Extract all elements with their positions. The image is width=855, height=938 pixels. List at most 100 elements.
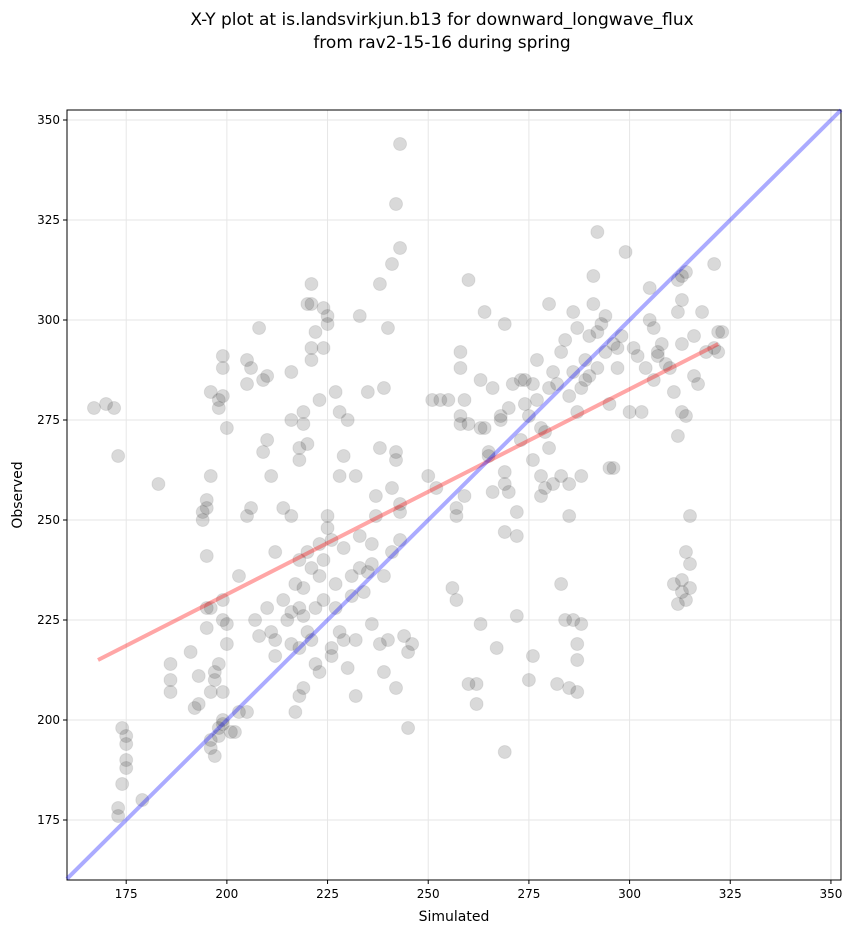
data-point bbox=[570, 321, 585, 335]
data-point bbox=[562, 509, 577, 523]
data-point bbox=[219, 421, 234, 435]
data-point bbox=[546, 365, 561, 379]
data-point bbox=[674, 293, 689, 307]
x-tick-label: 250 bbox=[417, 887, 440, 901]
data-point bbox=[529, 393, 544, 407]
data-point bbox=[111, 801, 126, 815]
data-point bbox=[284, 637, 299, 651]
data-point bbox=[312, 537, 327, 551]
data-point bbox=[421, 469, 436, 483]
data-point bbox=[215, 717, 230, 731]
data-point bbox=[227, 725, 242, 739]
data-point bbox=[538, 425, 553, 439]
data-point bbox=[348, 633, 363, 647]
data-point bbox=[509, 529, 524, 543]
data-point bbox=[566, 365, 581, 379]
data-point bbox=[264, 469, 279, 483]
reference-lines bbox=[65, 108, 843, 881]
data-point bbox=[203, 469, 218, 483]
data-point bbox=[300, 437, 315, 451]
data-point bbox=[674, 405, 689, 419]
data-point bbox=[393, 505, 408, 519]
data-point bbox=[562, 681, 577, 695]
data-point bbox=[678, 545, 693, 559]
data-point bbox=[602, 461, 617, 475]
data-point bbox=[336, 633, 351, 647]
data-point bbox=[187, 701, 202, 715]
data-point bbox=[324, 649, 339, 663]
data-point bbox=[203, 685, 218, 699]
data-point bbox=[566, 613, 581, 627]
data-point bbox=[445, 581, 460, 595]
data-point bbox=[521, 673, 536, 687]
data-point bbox=[453, 361, 468, 375]
data-point bbox=[558, 333, 573, 347]
data-point bbox=[533, 489, 548, 503]
data-point bbox=[244, 501, 259, 515]
data-point bbox=[457, 489, 472, 503]
data-point bbox=[211, 393, 226, 407]
data-point bbox=[505, 377, 520, 391]
data-point bbox=[433, 393, 448, 407]
data-point bbox=[715, 325, 730, 339]
data-point bbox=[570, 637, 585, 651]
data-point bbox=[203, 385, 218, 399]
data-point bbox=[582, 369, 597, 383]
data-point bbox=[280, 613, 295, 627]
data-point bbox=[252, 629, 267, 643]
data-point bbox=[393, 497, 408, 511]
data-point bbox=[320, 309, 335, 323]
data-point bbox=[191, 669, 206, 683]
data-point bbox=[211, 721, 226, 735]
data-point bbox=[513, 373, 528, 387]
y-tick-label: 275 bbox=[37, 413, 60, 427]
data-point bbox=[248, 613, 263, 627]
data-point bbox=[610, 341, 625, 355]
data-point bbox=[670, 429, 685, 443]
data-point bbox=[304, 297, 319, 311]
data-point bbox=[195, 505, 210, 519]
data-point bbox=[384, 481, 399, 495]
data-point bbox=[332, 625, 347, 639]
data-point bbox=[296, 681, 311, 695]
data-point bbox=[163, 657, 178, 671]
data-point bbox=[602, 397, 617, 411]
data-point bbox=[562, 477, 577, 491]
data-point bbox=[328, 577, 343, 591]
data-point bbox=[501, 401, 516, 415]
data-point bbox=[215, 593, 230, 607]
data-point bbox=[308, 601, 323, 615]
data-point bbox=[215, 389, 230, 403]
data-point bbox=[332, 405, 347, 419]
data-point bbox=[215, 613, 230, 627]
data-point bbox=[364, 617, 379, 631]
data-point bbox=[662, 361, 677, 375]
data-point bbox=[292, 453, 307, 467]
data-point bbox=[558, 613, 573, 627]
data-point bbox=[199, 601, 214, 615]
data-point bbox=[260, 601, 275, 615]
data-point bbox=[642, 281, 657, 295]
data-point bbox=[252, 321, 267, 335]
data-point bbox=[658, 357, 673, 371]
data-point bbox=[135, 793, 150, 807]
x-tick-label: 350 bbox=[819, 887, 842, 901]
data-point bbox=[691, 377, 706, 391]
data-point bbox=[393, 137, 408, 151]
data-point bbox=[670, 305, 685, 319]
data-point bbox=[296, 609, 311, 623]
data-point bbox=[554, 577, 569, 591]
data-point bbox=[219, 617, 234, 631]
data-point bbox=[211, 401, 226, 415]
data-point bbox=[292, 689, 307, 703]
data-point bbox=[525, 649, 540, 663]
data-point bbox=[292, 641, 307, 655]
data-point bbox=[590, 361, 605, 375]
data-point bbox=[497, 317, 512, 331]
data-point bbox=[606, 337, 621, 351]
one-to-one-line bbox=[65, 108, 843, 881]
data-point bbox=[550, 677, 565, 691]
data-point bbox=[332, 469, 347, 483]
data-point bbox=[107, 401, 122, 415]
data-point bbox=[372, 277, 387, 291]
